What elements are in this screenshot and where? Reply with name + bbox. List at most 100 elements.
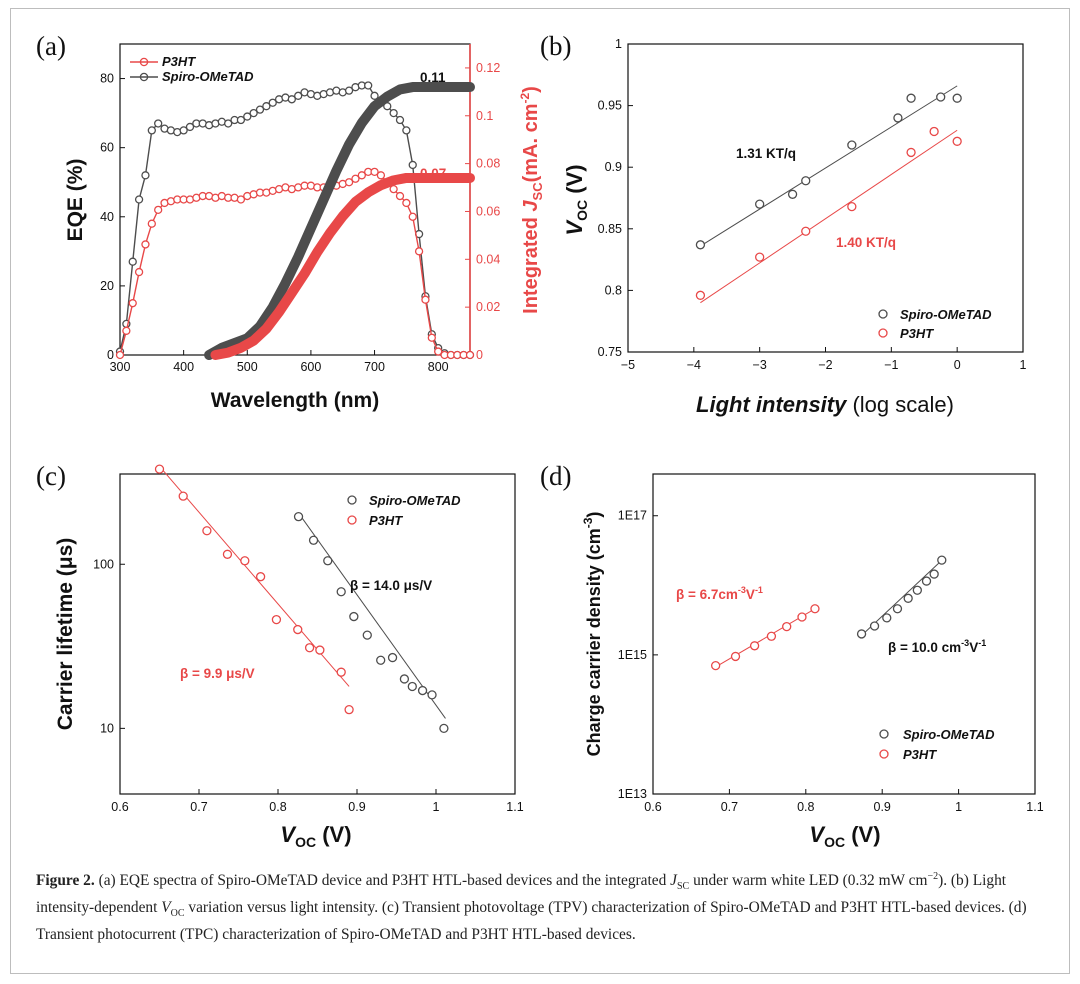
a-eqe-point: [236, 195, 246, 204]
c-point: [240, 556, 250, 566]
b-xtick-label: −2: [818, 358, 832, 372]
d-xtick-label: 0.9: [874, 800, 891, 814]
legend-c-spiro-label: Spiro-OMeTAD: [369, 493, 461, 508]
d-point: [903, 593, 913, 603]
figure-caption: Figure 2. (a) EQE spectra of Spiro-OMeTA…: [36, 866, 1056, 945]
panel-d-xlabel: VOC (V): [809, 822, 880, 850]
d-xtick-label: 0.7: [721, 800, 738, 814]
b-ytick-label: 1: [615, 37, 622, 51]
d-point: [856, 629, 867, 639]
a-jsc-curve-2: [204, 82, 475, 360]
legend-p3ht-marker: [139, 57, 149, 67]
d-point: [929, 569, 939, 579]
b-ytick-label: 0.75: [598, 345, 622, 359]
a-eqe-point: [122, 326, 131, 335]
a-eqe-point: [154, 119, 163, 128]
a-eqe-point: [465, 350, 475, 360]
c-fit-line-0: [298, 512, 446, 719]
figure-frame: [10, 8, 1070, 974]
b-xtick-label: 0: [954, 358, 961, 372]
a-eqe-point: [262, 102, 271, 111]
figure-canvas: (a) 300 400 500 600 700 80002040608000.020.04…: [36, 31, 1044, 850]
b-fit-line-1: [700, 129, 958, 304]
annotation-spiro-beta: β = 14.0 μs/V: [350, 578, 432, 593]
c-point: [202, 526, 212, 536]
panel-d-ylabel: Charge carrier density (cm-3): [581, 512, 604, 757]
b-point: [755, 199, 765, 209]
a-y2tick-label: 0.1: [476, 109, 493, 123]
d-point: [749, 641, 760, 651]
d-point: [921, 576, 932, 586]
c-xtick-label: 0.7: [190, 800, 207, 814]
c-point: [336, 587, 346, 597]
c-xtick-label: 1.1: [506, 800, 523, 814]
panel-b: (b) −5 −4 −3 −2 −1 0 1 0.75 0.8 0.85 0.9 0.95 1 Ligh…: [540, 31, 1027, 417]
c-point: [178, 491, 188, 501]
b-point: [695, 290, 706, 300]
b-xtick-label: −3: [753, 358, 767, 372]
d-point: [797, 612, 807, 622]
c-point: [315, 645, 325, 655]
panel-a-label: (a): [36, 31, 66, 61]
caption-part4: variation versus light intensity. (c) Tr…: [36, 899, 1027, 944]
panel-c-frame: [119, 473, 516, 795]
d-point: [782, 621, 792, 632]
c-point: [344, 705, 354, 715]
c-point: [323, 556, 333, 566]
a-eqe-point: [249, 108, 258, 118]
legend-d-p3ht-marker: [879, 749, 889, 759]
annotation-p3ht-jsc: 0.07: [420, 166, 446, 181]
annotation-d-spiro-beta: β = 10.0 cm-3V-1: [888, 638, 986, 655]
a-y2tick-label: 0.08: [476, 157, 500, 171]
annotation-d-p3ht-beta: β = 6.7cm-3V-1: [676, 585, 763, 602]
panel-b-ylabel: VOC (V): [562, 164, 590, 235]
b-xtick-label: 1: [1020, 358, 1027, 372]
a-eqe-point: [147, 219, 156, 228]
a-xtick-label: 300: [110, 360, 131, 374]
c-point: [293, 624, 303, 635]
c-point: [387, 652, 398, 663]
legend-d-p3ht-label: P3HT: [903, 747, 937, 762]
b-xtick-label: −1: [884, 358, 898, 372]
a-eqe-point: [376, 171, 386, 180]
a-eqe-point: [364, 81, 373, 90]
d-point: [810, 604, 820, 614]
b-xtick-label: −5: [621, 358, 635, 372]
c-point: [417, 685, 428, 696]
d-point: [730, 651, 741, 662]
panel-a-ylabel: EQE (%): [64, 159, 87, 242]
a-eqe-point: [408, 212, 417, 221]
legend-b-spiro-marker: [878, 309, 888, 319]
a-eqe-point: [421, 295, 430, 304]
c-point: [362, 630, 372, 640]
legend-spiro-label: Spiro-OMeTAD: [162, 69, 254, 84]
panel-b-label: (b): [540, 31, 571, 61]
a-xtick-label: 600: [300, 360, 321, 374]
b-point: [952, 136, 962, 146]
c-point: [376, 655, 386, 665]
b-point: [906, 147, 916, 158]
legend-b-p3ht-label: P3HT: [900, 326, 934, 341]
a-eqe-point: [128, 299, 137, 308]
b-xtick-label: −4: [687, 358, 701, 372]
a-ytick-label: 20: [100, 279, 114, 293]
d-xtick-label: 1: [955, 800, 962, 814]
d-ytick-label: 1E13: [618, 787, 647, 801]
c-point: [439, 723, 449, 734]
c-point: [255, 572, 266, 582]
legend-d-spiro-marker: [879, 729, 889, 739]
d-point: [882, 613, 892, 623]
b-ytick-label: 0.95: [598, 99, 622, 113]
legend-c-p3ht-marker: [347, 515, 357, 525]
a-eqe-point: [414, 247, 424, 256]
a-eqe-point: [287, 95, 296, 104]
legend-b-spiro-label: Spiro-OMeTAD: [900, 307, 992, 322]
a-eqe-point: [268, 98, 277, 107]
a-y2tick-label: 0.04: [476, 252, 500, 266]
b-point: [952, 93, 962, 103]
a-eqe-point: [185, 122, 195, 132]
a-eqe-point: [389, 108, 398, 118]
a-eqe-point: [395, 191, 405, 201]
caption-label: Figure 2.: [36, 872, 95, 890]
a-eqe-point: [141, 240, 150, 249]
